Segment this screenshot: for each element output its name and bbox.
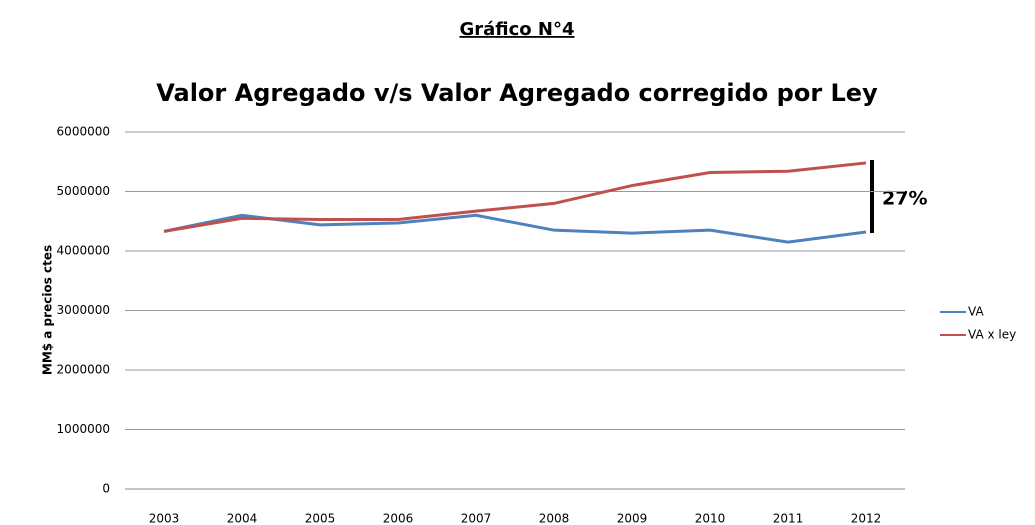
legend-label: VA x ley xyxy=(968,328,1016,342)
chart-title: Valor Agregado v/s Valor Agregado correg… xyxy=(156,79,878,107)
legend-label: VA xyxy=(968,305,984,319)
x-tick-label: 2012 xyxy=(851,512,882,525)
x-tick-label: 2008 xyxy=(539,512,570,525)
y-tick-label: 3000000 xyxy=(57,303,110,317)
annotation: 27% xyxy=(882,188,927,210)
x-tick-label: 2011 xyxy=(773,512,804,525)
y-tick-label: 1000000 xyxy=(57,422,110,436)
heading: Gráfico N°4 xyxy=(459,19,574,40)
y-axis-label: MM$ a precios ctes xyxy=(41,245,55,375)
y-tick-label: 4000000 xyxy=(57,244,110,258)
x-tick-label: 2010 xyxy=(695,512,726,525)
y-tick-label: 5000000 xyxy=(57,184,110,198)
x-tick-label: 2006 xyxy=(383,512,414,525)
x-tick-label: 2003 xyxy=(149,512,180,525)
x-tick-label: 2004 xyxy=(227,512,258,525)
y-tick-label: 2000000 xyxy=(57,363,110,377)
x-tick-label: 2005 xyxy=(305,512,336,525)
x-tick-label: 2009 xyxy=(617,512,648,525)
y-tick-label: 0 xyxy=(102,482,110,496)
x-tick-label: 2007 xyxy=(461,512,492,525)
series-line xyxy=(163,161,867,233)
y-tick-label: 6000000 xyxy=(57,125,110,139)
